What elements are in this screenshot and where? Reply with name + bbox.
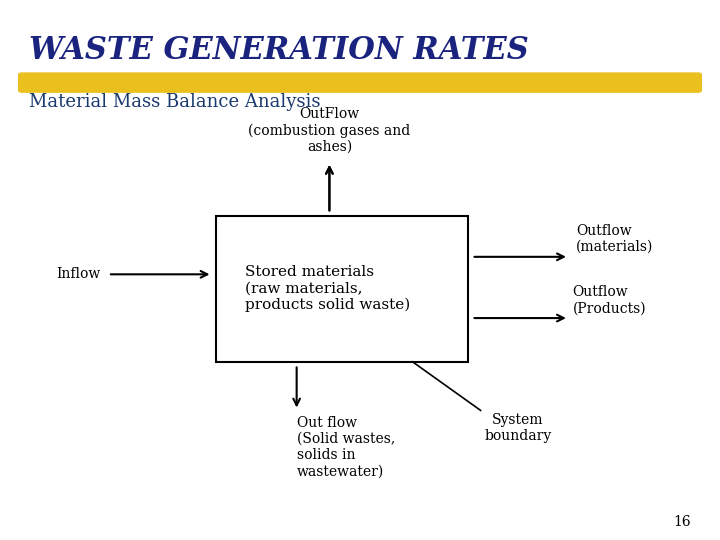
Text: Inflow: Inflow bbox=[57, 267, 101, 281]
Text: Outflow
(materials): Outflow (materials) bbox=[576, 224, 653, 254]
Text: Material Mass Balance Analysis: Material Mass Balance Analysis bbox=[29, 93, 320, 111]
Text: Stored materials
(raw materials,
products solid waste): Stored materials (raw materials, product… bbox=[245, 266, 410, 312]
Text: WASTE GENERATION RATES: WASTE GENERATION RATES bbox=[29, 35, 528, 66]
Text: System
boundary: System boundary bbox=[484, 413, 552, 443]
Text: Out flow
(Solid wastes,
solids in
wastewater): Out flow (Solid wastes, solids in wastew… bbox=[297, 416, 395, 478]
Bar bbox=[216, 216, 468, 362]
Text: OutFlow
(combustion gases and
ashes): OutFlow (combustion gases and ashes) bbox=[248, 107, 410, 154]
Text: 16: 16 bbox=[674, 515, 691, 529]
FancyBboxPatch shape bbox=[18, 72, 702, 93]
Text: Outflow
(Products): Outflow (Products) bbox=[572, 285, 646, 315]
